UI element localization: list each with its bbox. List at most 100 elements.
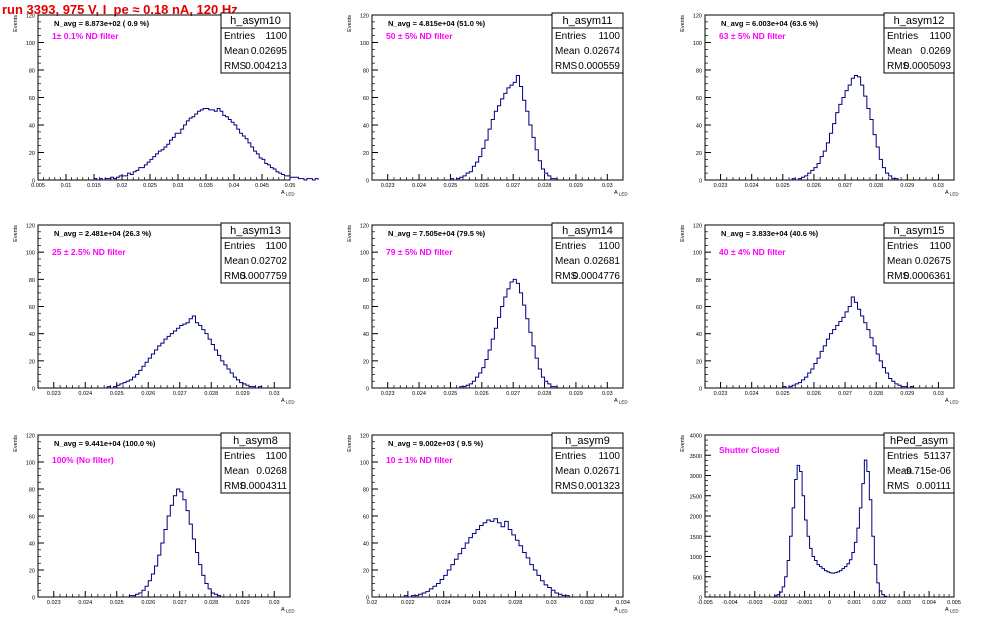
stats-key-mean: Mean — [555, 46, 580, 57]
filter-label: 79 ± 5% ND filter — [386, 247, 453, 257]
y-tick-label: 0 — [32, 179, 35, 185]
x-tick-label: -0.004 — [722, 600, 738, 606]
stats-value-rms: 0.00111 — [916, 481, 951, 492]
x-tick-label: 0.024 — [745, 183, 759, 189]
y-tick-label: 500 — [693, 575, 702, 581]
y-tick-label: 80 — [696, 69, 702, 75]
stats-key-entries: Entries — [224, 451, 255, 462]
y-tick-label: 0 — [366, 596, 369, 602]
histogram-panel-h_asym14: 0 20 40 60 80 100 120 0.023 0.024 0.025 0.026 0.027… — [347, 222, 628, 405]
y-tick-label: 60 — [363, 96, 369, 102]
x-tick-label: 0.022 — [401, 600, 415, 606]
y-tick-label: 20 — [29, 359, 35, 365]
y-tick-label: 0 — [699, 179, 702, 185]
histogram-series — [449, 75, 558, 181]
histogram-series — [782, 296, 915, 389]
y-tick-label: 3000 — [690, 474, 702, 480]
x-tick-label: 0.026 — [475, 183, 489, 189]
x-tick-label: 0.026 — [141, 391, 155, 397]
n-avg-label: N_avg = 6.003e+04 (63.6 %) — [721, 19, 819, 28]
stats-value-entries: 51137 — [924, 451, 952, 462]
y-axis-title: Events — [680, 15, 686, 32]
y-axis-title: Events — [680, 435, 686, 452]
y-axis-title: Events — [13, 435, 19, 452]
stats-title: h_asym9 — [565, 435, 610, 447]
x-tick-label: 0.002 — [872, 600, 886, 606]
y-tick-label: 80 — [29, 488, 35, 494]
y-tick-label: 120 — [360, 14, 369, 20]
x-tick-label: 0.04 — [229, 183, 240, 189]
stats-title: h_asym12 — [894, 15, 945, 27]
x-tick-label: 0.029 — [900, 391, 914, 397]
x-tick-label: -0.001 — [797, 600, 813, 606]
y-tick-label: 100 — [26, 41, 35, 47]
y-tick-label: 0 — [366, 387, 369, 393]
y-axis-title: Events — [13, 225, 19, 242]
n-avg-label: N_avg = 3.833e+04 (40.6 %) — [721, 229, 819, 238]
stats-key-mean: Mean — [224, 256, 249, 267]
stats-value-mean: 0.02681 — [584, 256, 621, 267]
x-axis-title: A LED — [614, 398, 628, 405]
y-axis-title: Events — [347, 435, 353, 452]
x-tick-label: 0.026 — [807, 391, 821, 397]
stats-value-rms: 0.001323 — [578, 481, 620, 492]
stats-value-mean: 0.02702 — [251, 256, 288, 267]
x-axis-title: A LED — [281, 607, 295, 614]
filter-label: 25 ± 2.5% ND filter — [52, 247, 126, 257]
y-tick-label: 80 — [363, 69, 369, 75]
y-tick-label: 100 — [26, 461, 35, 467]
x-tick-label: 0.027 — [838, 183, 852, 189]
histogram-series — [774, 459, 888, 597]
x-tick-label: 0.02 — [117, 183, 128, 189]
x-tick-label: 0.027 — [173, 600, 187, 606]
y-axis-title: Events — [13, 15, 19, 32]
page-title: run 3393, 975 V, I_pe ≈ 0.18 nA, 120 Hz — [2, 2, 238, 17]
filter-label: 1± 0.1% ND filter — [52, 31, 119, 41]
x-tick-label: 0.004 — [922, 600, 936, 606]
y-tick-label: 100 — [693, 251, 702, 257]
histogram-panel-h_asym13: 0 20 40 60 80 100 120 0.023 0.024 0.025 0.026 0.027… — [13, 222, 295, 405]
y-tick-label: 80 — [363, 278, 369, 284]
x-tick-label: 0.023 — [381, 183, 395, 189]
x-tick-label: 0.026 — [475, 391, 489, 397]
stats-box — [220, 432, 291, 494]
histogram-series — [93, 108, 319, 181]
x-tick-label: 0.025 — [776, 391, 790, 397]
y-tick-label: 120 — [693, 14, 702, 20]
y-tick-label: 80 — [29, 278, 35, 284]
x-tick-label: 0.028 — [509, 600, 523, 606]
stats-box — [220, 12, 291, 74]
stats-value-mean: 0.02675 — [915, 256, 952, 267]
stats-value-entries: 1100 — [265, 31, 287, 42]
x-tick-label: 0.003 — [897, 600, 911, 606]
stats-value-entries: 1100 — [929, 31, 951, 42]
x-tick-label: 0.03 — [269, 600, 280, 606]
y-tick-label: 40 — [363, 542, 369, 548]
y-tick-label: 1500 — [690, 535, 702, 541]
x-tick-label: 0.03 — [546, 600, 557, 606]
histogram-panel-hPed_asym: 0 500 1000 1500 2000 2500 3000 3500 4000 -0.005 -0… — [680, 432, 961, 614]
x-tick-label: 0.023 — [381, 391, 395, 397]
x-tick-label: 0.024 — [412, 391, 426, 397]
filter-label: 100% (No filter) — [52, 455, 114, 465]
stats-value-mean: 0.02674 — [584, 46, 621, 57]
n-avg-label: N_avg = 9.441e+04 (100.0 %) — [54, 439, 156, 448]
stats-value-rms: 0.0005093 — [904, 61, 952, 72]
histogram-panel-h_asym10: 0 20 40 60 80 100 120 0.005 0.01 0.015 0.02 0.025 0.… — [13, 12, 319, 197]
stats-value-rms: 0.0004776 — [573, 271, 621, 282]
x-tick-label: 0.026 — [807, 183, 821, 189]
x-tick-label: 0.028 — [538, 183, 552, 189]
x-tick-label: 0.03 — [269, 391, 280, 397]
y-tick-label: 100 — [360, 41, 369, 47]
x-axis-title: A LED — [945, 190, 959, 197]
x-tick-label: 0.024 — [437, 600, 451, 606]
x-tick-label: 0.029 — [569, 183, 583, 189]
histogram-panel-h_asym15: 0 20 40 60 80 100 120 0.023 0.024 0.025 0.026 0.027… — [680, 222, 959, 405]
stats-value-entries: 1100 — [598, 451, 620, 462]
y-tick-label: 60 — [696, 305, 702, 311]
histogram-panel-h_asym12: 0 20 40 60 80 100 120 0.023 0.024 0.025 0.026 0.027… — [680, 12, 959, 197]
x-tick-label: 0.01 — [61, 183, 72, 189]
stats-key-entries: Entries — [887, 31, 918, 42]
y-axis-title: Events — [347, 225, 353, 242]
